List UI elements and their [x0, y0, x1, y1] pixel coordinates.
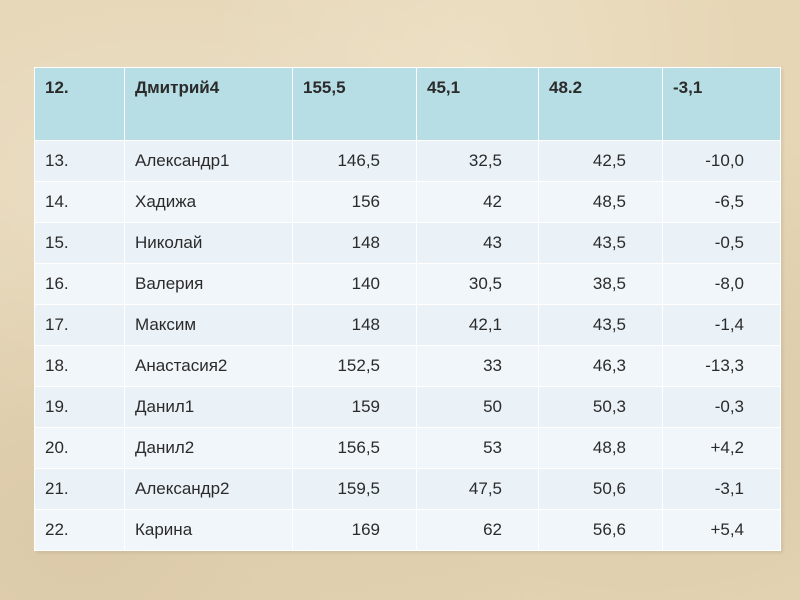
row-name: Александр2	[124, 468, 293, 510]
table-row: 18. Анастасия2 152,5 33 46,3 -13,3	[34, 345, 781, 387]
row-value-1: 140	[292, 263, 417, 305]
table-row: 15. Николай 148 43 43,5 -0,5	[34, 222, 781, 264]
table-row: 19. Данил1 159 50 50,3 -0,3	[34, 386, 781, 428]
row-name: Александр1	[124, 140, 293, 182]
table-row: 16. Валерия 140 30,5 38,5 -8,0	[34, 263, 781, 305]
row-name: Анастасия2	[124, 345, 293, 387]
row-value-3: 50,6	[538, 468, 663, 510]
row-value-4: -13,3	[662, 345, 781, 387]
row-value-3: 38,5	[538, 263, 663, 305]
row-value-4: -10,0	[662, 140, 781, 182]
row-name: Данил2	[124, 427, 293, 469]
row-value-1: 169	[292, 509, 417, 551]
row-value-2: 47,5	[416, 468, 539, 510]
row-value-1: 148	[292, 304, 417, 346]
row-name: Николай	[124, 222, 293, 264]
table-header-row: 12. Дмитрий4 155,5 45,1 48.2 -3,1	[34, 67, 781, 141]
row-number: 17.	[34, 304, 125, 346]
row-number: 21.	[34, 468, 125, 510]
table-row: 21. Александр2 159,5 47,5 50,6 -3,1	[34, 468, 781, 510]
table-row: 13. Александр1 146,5 32,5 42,5 -10,0	[34, 140, 781, 182]
header-cell-value-1: 155,5	[292, 67, 417, 141]
row-value-3: 56,6	[538, 509, 663, 551]
row-value-2: 43	[416, 222, 539, 264]
row-value-2: 30,5	[416, 263, 539, 305]
row-value-3: 48,5	[538, 181, 663, 223]
row-number: 15.	[34, 222, 125, 264]
row-value-4: -6,5	[662, 181, 781, 223]
row-value-3: 48,8	[538, 427, 663, 469]
header-cell-value-4: -3,1	[662, 67, 781, 141]
row-value-4: +5,4	[662, 509, 781, 551]
data-table: 12. Дмитрий4 155,5 45,1 48.2 -3,1 13. Ал…	[34, 67, 781, 551]
row-value-3: 43,5	[538, 222, 663, 264]
header-cell-number: 12.	[34, 67, 125, 141]
row-value-3: 50,3	[538, 386, 663, 428]
row-value-2: 50	[416, 386, 539, 428]
row-number: 13.	[34, 140, 125, 182]
row-name: Хадижа	[124, 181, 293, 223]
header-cell-value-2: 45,1	[416, 67, 539, 141]
row-value-2: 42,1	[416, 304, 539, 346]
row-value-1: 159,5	[292, 468, 417, 510]
row-number: 16.	[34, 263, 125, 305]
row-value-3: 42,5	[538, 140, 663, 182]
row-value-3: 46,3	[538, 345, 663, 387]
row-value-3: 43,5	[538, 304, 663, 346]
row-value-1: 156	[292, 181, 417, 223]
row-value-1: 156,5	[292, 427, 417, 469]
row-value-2: 42	[416, 181, 539, 223]
row-value-2: 53	[416, 427, 539, 469]
row-value-1: 148	[292, 222, 417, 264]
table-row: 20. Данил2 156,5 53 48,8 +4,2	[34, 427, 781, 469]
header-cell-value-3: 48.2	[538, 67, 663, 141]
row-name: Карина	[124, 509, 293, 551]
header-cell-name: Дмитрий4	[124, 67, 293, 141]
row-value-2: 32,5	[416, 140, 539, 182]
row-name: Данил1	[124, 386, 293, 428]
row-number: 14.	[34, 181, 125, 223]
row-value-4: -0,3	[662, 386, 781, 428]
row-value-4: -8,0	[662, 263, 781, 305]
row-value-1: 152,5	[292, 345, 417, 387]
row-number: 22.	[34, 509, 125, 551]
table-row: 17. Максим 148 42,1 43,5 -1,4	[34, 304, 781, 346]
row-number: 18.	[34, 345, 125, 387]
row-value-1: 146,5	[292, 140, 417, 182]
table-row: 22. Карина 169 62 56,6 +5,4	[34, 509, 781, 551]
row-value-4: +4,2	[662, 427, 781, 469]
row-value-4: -0,5	[662, 222, 781, 264]
table-row: 14. Хадижа 156 42 48,5 -6,5	[34, 181, 781, 223]
row-number: 20.	[34, 427, 125, 469]
row-value-1: 159	[292, 386, 417, 428]
row-value-2: 62	[416, 509, 539, 551]
row-number: 19.	[34, 386, 125, 428]
row-value-4: -3,1	[662, 468, 781, 510]
row-value-4: -1,4	[662, 304, 781, 346]
row-name: Максим	[124, 304, 293, 346]
row-value-2: 33	[416, 345, 539, 387]
row-name: Валерия	[124, 263, 293, 305]
